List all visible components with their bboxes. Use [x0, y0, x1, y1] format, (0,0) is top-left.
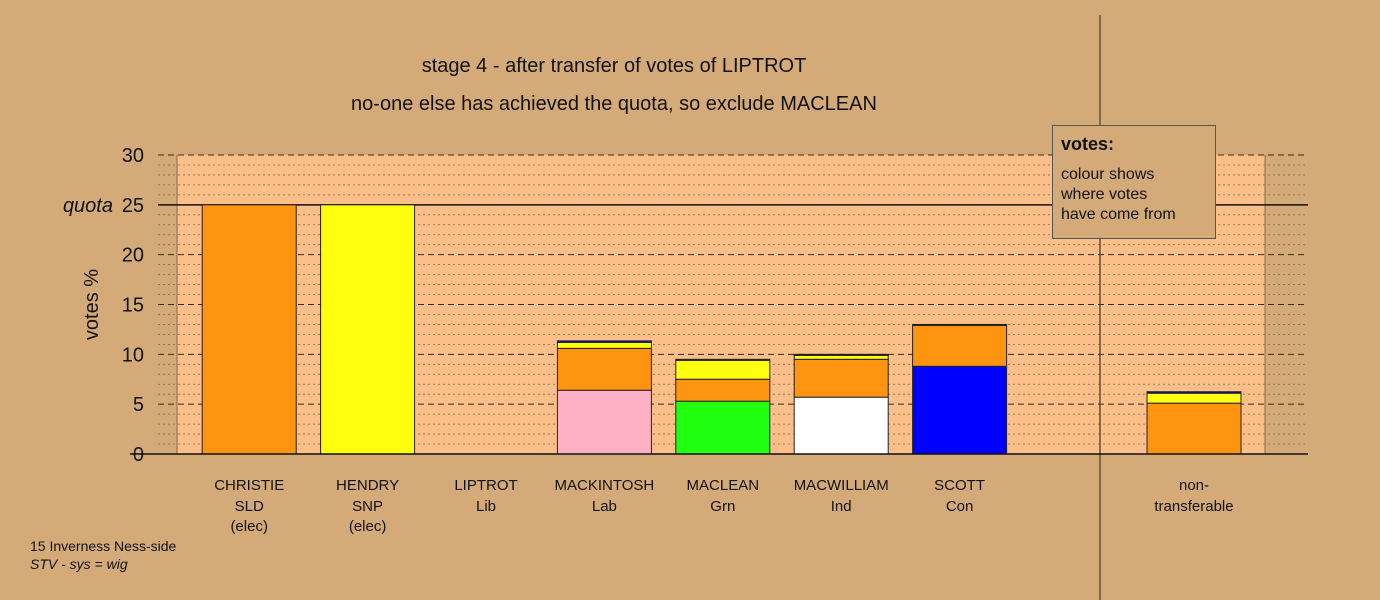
bar-nontransferable-segment-con — [1146, 391, 1242, 394]
nontransferable-label-1: non- — [1179, 477, 1209, 494]
nontransferable-label-2: transferable — [1154, 498, 1233, 515]
category-party-macwilliam: Ind — [831, 498, 852, 515]
category-name-liptrot: LIPTROT — [454, 477, 517, 494]
bar-hendry-segment-snp — [320, 204, 416, 455]
bar-nontransferable-segment-sld — [1146, 402, 1242, 455]
plot-area: 0 5 10 15 20 25 30 quota votes % CHRISTIE SLD (elec… — [63, 15, 1308, 600]
category-party-christie: SLD — [235, 498, 264, 515]
bar-maclean-segment-grn — [675, 400, 771, 455]
category-party-hendry: SNP — [352, 498, 383, 515]
chart-title: stage 4 - after transfer of votes of LIP… — [422, 55, 807, 77]
bar-macwilliam-segment-sld — [793, 358, 889, 398]
category-name-scott: SCOTT — [934, 477, 985, 494]
bar-nontransferable-segment-snp — [1146, 392, 1242, 404]
category-name-mackintosh: MACKINTOSH — [555, 477, 655, 494]
bar-mackintosh-segment-snp — [556, 341, 652, 349]
category-party-liptrot: Lib — [476, 498, 496, 515]
bar-mackintosh-segment-con — [556, 340, 652, 343]
footer-system: STV - sys = wig — [30, 556, 128, 572]
category-status-christie: (elec) — [230, 518, 268, 535]
y-axis-label: votes % — [81, 269, 103, 340]
quota-label: quota — [63, 195, 113, 217]
legend-box: votes: colour shows where votes have com… — [1052, 125, 1216, 239]
legend-line-3: have come from — [1061, 206, 1176, 223]
bar-macwilliam-segment-snp — [793, 354, 889, 360]
y-tick-label: 5 — [133, 394, 144, 416]
bar-mackintosh-segment-lab — [556, 389, 652, 455]
y-tick-label: 0 — [133, 444, 144, 466]
y-tick-label: 20 — [122, 245, 144, 267]
bar-scott-segment-sld — [912, 324, 1008, 367]
y-tick-label: 15 — [122, 295, 144, 317]
bar-maclean-segment-snp — [675, 359, 771, 380]
category-party-maclean: Grn — [710, 498, 735, 515]
category-name-christie: CHRISTIE — [214, 477, 284, 494]
legend-line-1: colour shows — [1061, 166, 1155, 183]
category-status-hendry: (elec) — [349, 518, 387, 535]
bar-macwilliam-segment-ind — [793, 396, 889, 455]
category-name-maclean: MACLEAN — [687, 477, 760, 494]
bar-maclean-segment-sld — [675, 378, 771, 402]
bar-scott-segment-snp — [912, 323, 1008, 326]
y-tick-label: 10 — [122, 344, 144, 366]
y-tick-label: 30 — [122, 145, 144, 167]
bar-christie-segment-sld — [201, 204, 297, 455]
bar-mackintosh-segment-sld — [556, 347, 652, 391]
category-name-macwilliam: MACWILLIAM — [794, 477, 889, 494]
bar-scott-segment-con — [912, 365, 1008, 455]
bar-macwilliam-segment-con — [793, 353, 889, 356]
legend-title: votes: — [1061, 134, 1115, 154]
chart-subtitle: no-one else has achieved the quota, so e… — [351, 93, 877, 115]
category-party-scott: Con — [946, 498, 974, 515]
category-party-mackintosh: Lab — [592, 498, 617, 515]
legend-line-2: where votes — [1061, 186, 1148, 203]
bar-maclean-segment-con — [675, 358, 771, 361]
category-name-hendry: HENDRY — [336, 477, 399, 494]
y-tick-label: 25 — [122, 195, 144, 217]
footer-ward: 15 Inverness Ness-side — [30, 538, 177, 554]
